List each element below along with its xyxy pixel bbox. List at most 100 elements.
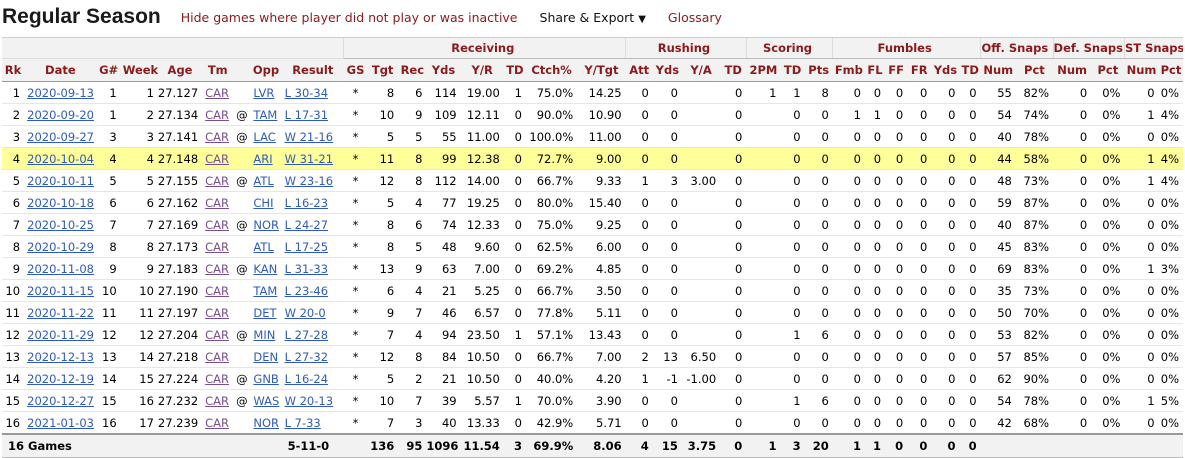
team-link[interactable]: CAR (205, 217, 230, 232)
date-link[interactable]: 2021-01-03 (27, 415, 94, 430)
opponent-link[interactable]: TAM (253, 107, 278, 122)
column-header-age[interactable]: Age (157, 58, 203, 82)
opponent-link[interactable]: GNB (253, 371, 279, 386)
date-link[interactable]: 2020-11-15 (27, 283, 94, 298)
result-link[interactable]: L 16-23 (284, 195, 329, 210)
date-link[interactable]: 2020-12-27 (27, 393, 94, 408)
column-header-total-td[interactable]: TD (780, 58, 805, 82)
date-link[interactable]: 2020-10-04 (27, 151, 94, 166)
result-link[interactable]: L 16-24 (284, 371, 329, 386)
date-link[interactable]: 2020-12-19 (27, 371, 94, 386)
column-header-rush-yards[interactable]: Yds (652, 58, 682, 82)
hide-inactive-games-link[interactable]: Hide games where player did not play or … (180, 9, 518, 25)
opponent-link[interactable]: NOR (253, 217, 280, 232)
team-link[interactable]: CAR (205, 239, 230, 254)
column-header-date[interactable]: Date (24, 58, 97, 82)
opponent-link[interactable]: ATL (253, 173, 274, 188)
date-link[interactable]: 2020-11-08 (27, 261, 94, 276)
result-link[interactable]: L 23-46 (284, 283, 329, 298)
column-header-fumbles-lost[interactable]: FL (864, 58, 886, 82)
column-header-targets[interactable]: Tgt (367, 58, 399, 82)
column-header-fumble-td[interactable]: TD (959, 58, 981, 82)
column-header-result[interactable]: Result (281, 58, 344, 82)
team-link[interactable]: CAR (205, 261, 230, 276)
column-header-catch-pct[interactable]: Ctch% (525, 58, 578, 82)
date-link[interactable]: 2020-12-13 (27, 349, 94, 364)
column-header-week[interactable]: Week (120, 58, 158, 82)
team-link[interactable]: CAR (205, 107, 230, 122)
date-link[interactable]: 2020-11-29 (27, 327, 94, 342)
opponent-link[interactable]: KAN (253, 261, 278, 276)
column-header-rec-td[interactable]: TD (503, 58, 526, 82)
column-header-rank[interactable]: Rk (2, 58, 25, 82)
date-link[interactable]: 2020-09-27 (27, 129, 94, 144)
column-header-st-snaps-num[interactable]: Num (1124, 58, 1159, 82)
column-header-def-snaps-num[interactable]: Num (1053, 58, 1092, 82)
column-header-rec-yards[interactable]: Yds (426, 58, 461, 82)
opponent-link[interactable]: WAS (253, 393, 280, 408)
column-header-yards-per-att[interactable]: Y/A (681, 58, 721, 82)
result-link[interactable]: W 20-0 (284, 305, 326, 320)
result-link[interactable]: L 31-33 (284, 261, 329, 276)
team-link[interactable]: CAR (205, 283, 230, 298)
result-link[interactable]: L 27-28 (284, 327, 329, 342)
team-link[interactable]: CAR (205, 151, 230, 166)
result-link[interactable]: W 23-16 (284, 173, 334, 188)
opponent-link[interactable]: MIN (253, 327, 276, 342)
opponent-link[interactable]: LAC (253, 129, 276, 144)
team-link[interactable]: CAR (205, 305, 230, 320)
team-link[interactable]: CAR (205, 415, 230, 430)
opponent-link[interactable]: LVR (253, 85, 275, 100)
opponent-link[interactable]: ATL (253, 239, 274, 254)
date-link[interactable]: 2020-09-13 (27, 85, 94, 100)
column-header-opponent[interactable]: Opp (250, 58, 282, 82)
column-header-receptions[interactable]: Rec (398, 58, 427, 82)
result-link[interactable]: W 31-21 (284, 151, 334, 166)
date-link[interactable]: 2020-10-11 (27, 173, 94, 188)
result-link[interactable]: L 17-25 (284, 239, 329, 254)
column-header-fumbles[interactable]: Fmb (832, 58, 865, 82)
team-link[interactable]: CAR (205, 349, 230, 364)
team-link[interactable]: CAR (205, 195, 230, 210)
column-header-yards-per-target[interactable]: Y/Tgt (577, 58, 626, 82)
date-link[interactable]: 2020-10-25 (27, 217, 94, 232)
column-header-games-started[interactable]: GS (343, 58, 368, 82)
column-header-yards-per-rec[interactable]: Y/R (460, 58, 504, 82)
column-header-def-snaps-pct[interactable]: Pct (1091, 58, 1125, 82)
column-header-points[interactable]: Pts (804, 58, 833, 82)
column-header-team[interactable]: Tm (202, 58, 234, 82)
column-header-off-snaps-num[interactable]: Num (980, 58, 1016, 82)
date-link[interactable]: 2020-10-18 (27, 195, 94, 210)
opponent-link[interactable]: DET (253, 305, 277, 320)
opponent-link[interactable]: TAM (253, 283, 278, 298)
column-header-fumbles-recovered[interactable]: FR (907, 58, 932, 82)
column-header-rush-att[interactable]: Att (625, 58, 653, 82)
column-header-off-snaps-pct[interactable]: Pct (1015, 58, 1054, 82)
team-link[interactable]: CAR (205, 173, 230, 188)
date-link[interactable]: 2020-09-20 (27, 107, 94, 122)
share-export-menu[interactable]: Share & Export ▼ (540, 10, 646, 25)
opponent-link[interactable]: ARI (253, 151, 273, 166)
team-link[interactable]: CAR (205, 129, 230, 144)
column-header-forced-fumbles[interactable]: FF (885, 58, 908, 82)
result-link[interactable]: L 7-33 (284, 415, 321, 430)
team-link[interactable]: CAR (205, 327, 230, 342)
team-link[interactable]: CAR (205, 85, 230, 100)
column-header-game-number[interactable]: G# (96, 58, 121, 82)
result-link[interactable]: L 27-32 (284, 349, 329, 364)
result-link[interactable]: L 30-34 (284, 85, 329, 100)
result-link[interactable]: L 17-31 (284, 107, 329, 122)
column-header-rush-td[interactable]: TD (720, 58, 747, 82)
opponent-link[interactable]: CHI (253, 195, 274, 210)
team-link[interactable]: CAR (205, 371, 230, 386)
result-link[interactable]: W 20-13 (284, 393, 334, 408)
opponent-link[interactable]: DEN (253, 349, 279, 364)
team-link[interactable]: CAR (205, 393, 230, 408)
column-header-two-pt-made[interactable]: 2PM (746, 58, 781, 82)
date-link[interactable]: 2020-11-22 (27, 305, 94, 320)
date-link[interactable]: 2020-10-29 (27, 239, 94, 254)
result-link[interactable]: L 24-27 (284, 217, 329, 232)
column-header-fumble-yards[interactable]: Yds (931, 58, 960, 82)
result-link[interactable]: W 21-16 (284, 129, 334, 144)
column-header-st-snaps-pct[interactable]: Pct (1158, 58, 1183, 82)
